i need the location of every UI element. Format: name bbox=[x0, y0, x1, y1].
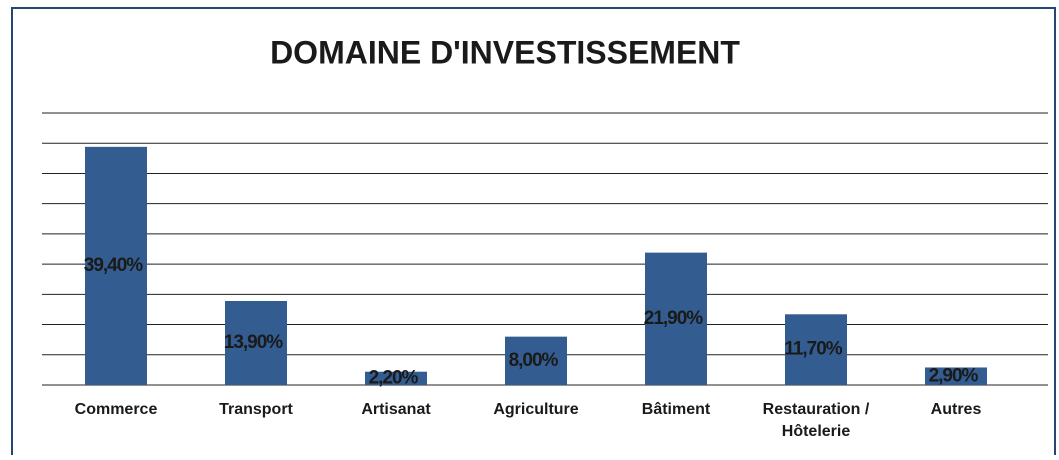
x-tick-label: Transport bbox=[219, 401, 293, 418]
x-tick-label: Artisanat bbox=[361, 401, 431, 418]
bar bbox=[785, 314, 847, 385]
x-tick-label: Autres bbox=[931, 401, 982, 418]
bar bbox=[85, 146, 147, 385]
x-tick-label: Commerce bbox=[75, 401, 158, 418]
frame bbox=[11, 7, 1056, 455]
bar bbox=[645, 252, 707, 385]
bar bbox=[925, 367, 987, 385]
chart-title: DOMAINE D'INVESTISSEMENT bbox=[270, 34, 740, 70]
value-label: 8,00% bbox=[509, 350, 559, 371]
value-label: 39,40% bbox=[84, 255, 144, 276]
value-label: 21,90% bbox=[644, 308, 704, 329]
bar bbox=[225, 300, 287, 385]
bar bbox=[365, 371, 427, 385]
x-tick-label: Bâtiment bbox=[642, 401, 711, 418]
value-label: 2,20% bbox=[369, 367, 419, 388]
bar bbox=[505, 336, 567, 385]
value-label: 11,70% bbox=[784, 339, 842, 360]
value-label: 2,90% bbox=[929, 365, 979, 386]
value-label: 13,90% bbox=[224, 332, 284, 353]
x-tick-label: Agriculture bbox=[493, 401, 578, 418]
x-tick-label: Restauration / Hôtelerie bbox=[763, 401, 870, 440]
